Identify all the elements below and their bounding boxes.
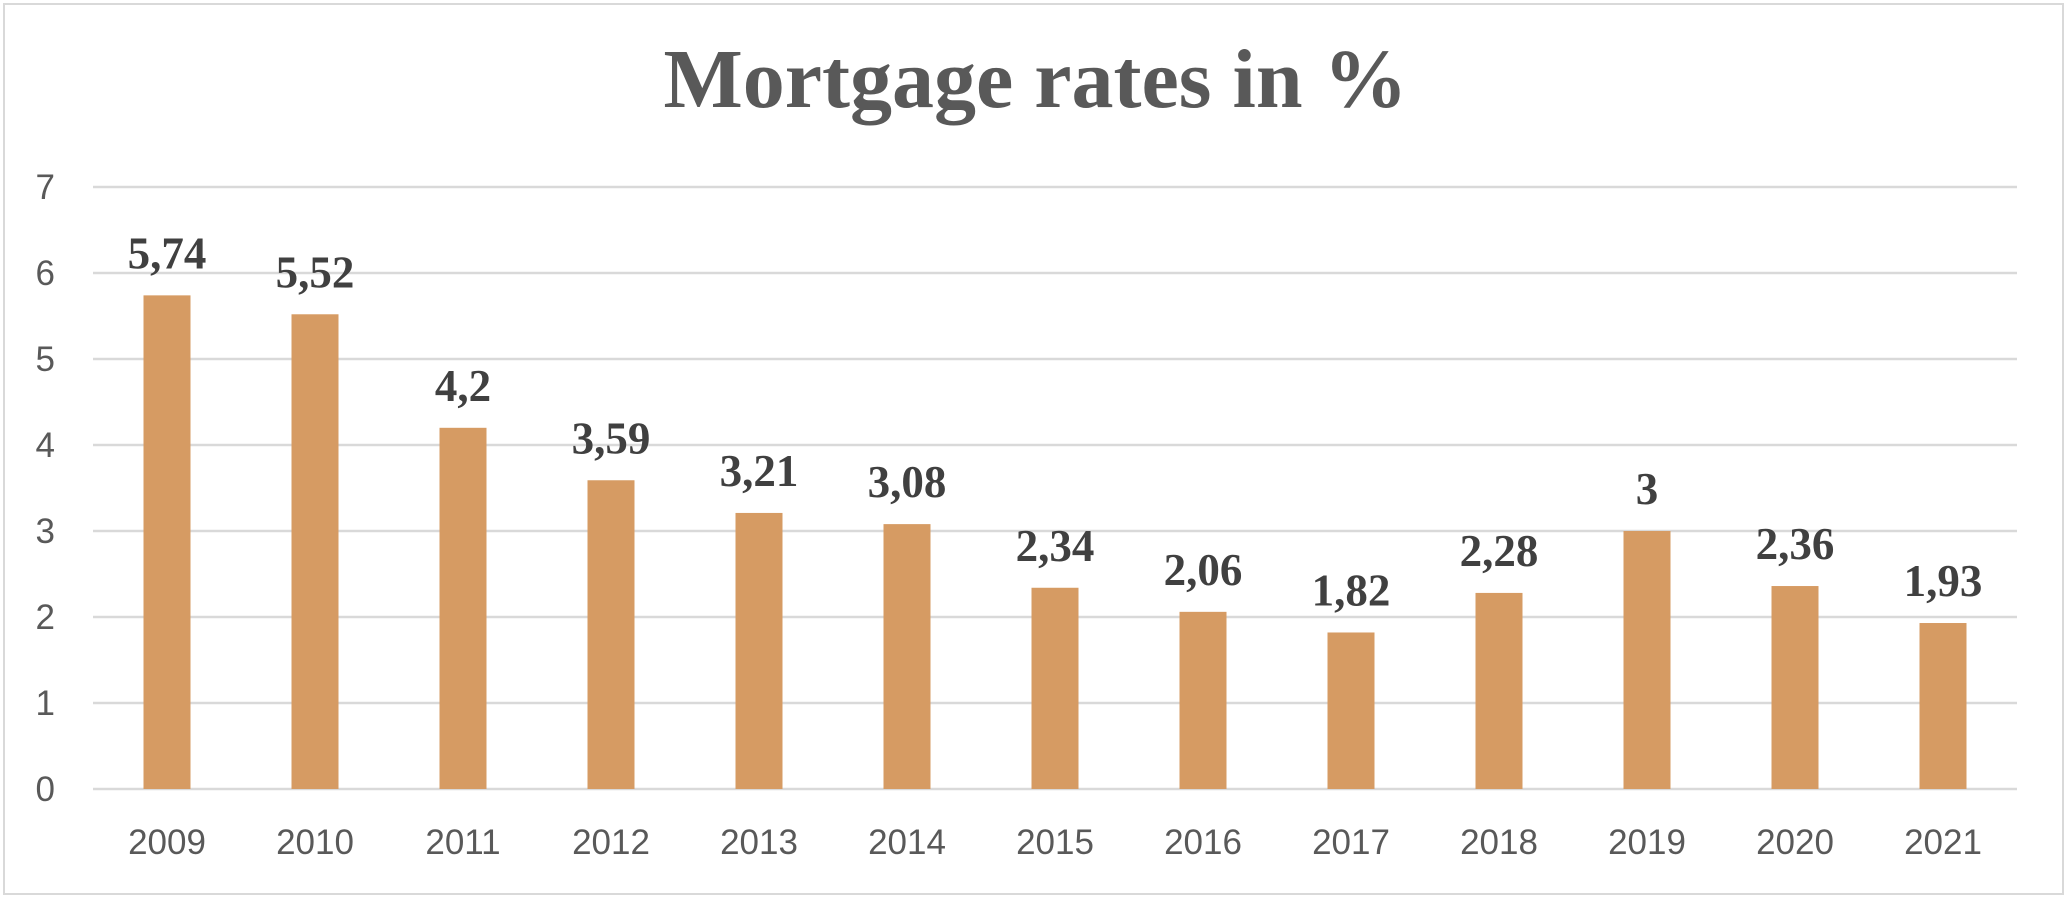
data-label-2020: 2,36 (1756, 519, 1835, 569)
bar-2012 (587, 480, 635, 789)
data-label-2016: 2,06 (1164, 545, 1243, 595)
data-label-2009: 5,74 (128, 228, 207, 278)
bar-2010 (291, 314, 339, 789)
x-tick-label: 2017 (1312, 823, 1390, 862)
x-tick-label: 2019 (1608, 823, 1686, 862)
bar-2020 (1771, 586, 1819, 789)
y-tick-label: 3 (36, 512, 55, 551)
bar-2009 (143, 295, 191, 789)
x-tick-label: 2009 (128, 823, 206, 862)
y-tick-label: 4 (36, 426, 55, 465)
bar-2015 (1031, 587, 1079, 789)
y-tick-label: 0 (36, 770, 55, 809)
bar-2014 (883, 524, 931, 789)
x-tick-label: 2010 (276, 823, 354, 862)
x-tick-label: 2014 (868, 823, 946, 862)
data-label-2010: 5,52 (276, 247, 355, 297)
y-tick-label: 7 (36, 168, 55, 207)
bar-2019 (1623, 531, 1671, 789)
data-label-2021: 1,93 (1904, 556, 1983, 606)
data-label-2014: 3,08 (868, 457, 947, 507)
y-tick-label: 6 (36, 254, 55, 293)
bar-2011 (439, 427, 487, 789)
bars (143, 295, 1967, 789)
x-tick-label: 2012 (572, 823, 650, 862)
x-tick-label: 2020 (1756, 823, 1834, 862)
bar-2013 (735, 512, 783, 789)
y-tick-label: 2 (36, 598, 55, 637)
y-tick-label: 1 (36, 684, 55, 723)
y-tick-label: 5 (36, 340, 55, 379)
bar-2021 (1919, 623, 1967, 789)
data-label-2018: 2,28 (1460, 526, 1539, 576)
bar-2016 (1179, 611, 1227, 789)
data-label-2019: 3 (1636, 464, 1659, 514)
data-labels: 5,74 5,52 4,2 3,59 3,21 3,08 2,34 2,06 1,82 2,28 3… (128, 228, 1983, 615)
chart-title: Mortgage rates in % (663, 33, 1408, 126)
x-tick-label: 2013 (720, 823, 798, 862)
x-tick-label: 2021 (1904, 823, 1982, 862)
x-tick-label: 2018 (1460, 823, 1538, 862)
data-label-2017: 1,82 (1312, 565, 1391, 615)
x-tick-label: 2015 (1016, 823, 1094, 862)
y-axis-ticks: 0 1 2 3 4 5 6 7 (36, 168, 55, 809)
data-label-2012: 3,59 (572, 413, 651, 463)
x-axis-ticks: 2009 2010 2011 2012 2013 2014 2015 2016 2017 2018… (128, 823, 1982, 862)
x-tick-label: 2011 (425, 823, 500, 862)
x-tick-label: 2016 (1164, 823, 1242, 862)
data-label-2011: 4,2 (435, 361, 491, 411)
bar-2017 (1327, 632, 1375, 789)
data-label-2015: 2,34 (1016, 521, 1095, 571)
bar-2018 (1475, 592, 1523, 789)
data-label-2013: 3,21 (720, 446, 799, 496)
